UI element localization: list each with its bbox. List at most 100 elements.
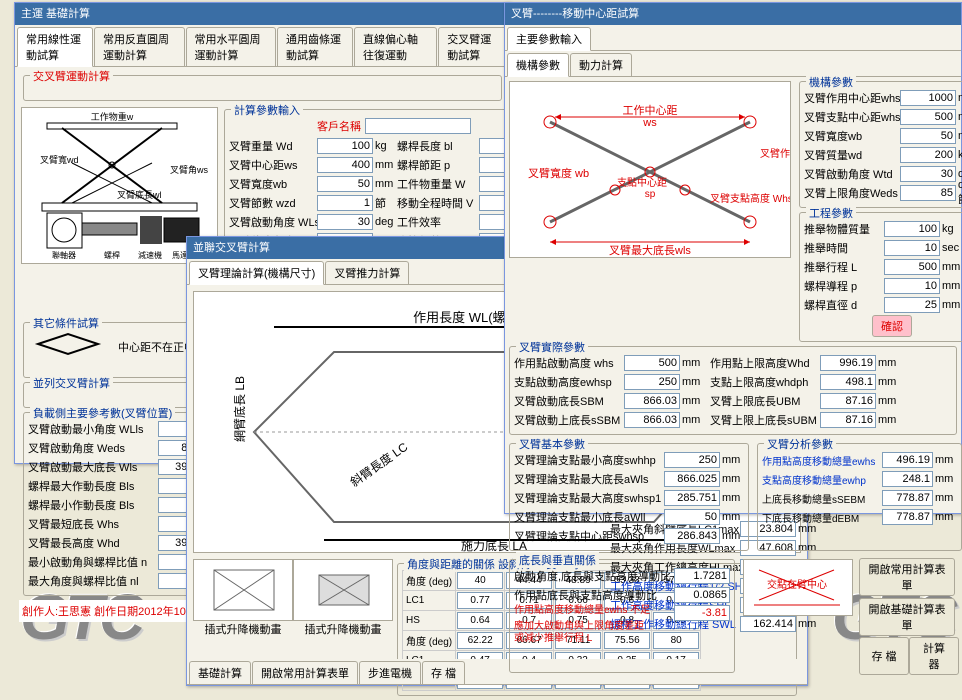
warn-val xyxy=(674,605,730,621)
tab-cross[interactable]: 交叉臂運動試算 xyxy=(438,27,507,66)
param-input[interactable] xyxy=(884,259,940,275)
bg-label: 最大角度與螺桿比值 nl xyxy=(28,573,158,589)
param-input[interactable] xyxy=(900,90,956,106)
unit: sec xyxy=(942,242,962,254)
unit: mm xyxy=(375,178,397,190)
ana-title: 叉臂分析參數 xyxy=(764,436,836,452)
param-input[interactable] xyxy=(317,195,373,211)
cross-mid-diagram: 交點在臂中心 xyxy=(743,559,853,616)
param-label: 叉臂重量 Wd xyxy=(229,138,317,154)
win1-tabs: 常用線性運動試算 常用反直圓周運動計算 常用水平圓周運動計算 通用齒條運動試算 … xyxy=(15,25,510,67)
tab-hcirc[interactable]: 常用水平圓周運動計算 xyxy=(186,27,277,66)
param-title: 計算參數輸入 xyxy=(231,102,303,118)
stab-power[interactable]: 動力計算 xyxy=(570,53,632,76)
svg-text:減速機: 減速機 xyxy=(138,250,162,260)
bg-label: 叉臂啟動最小角度 WLls xyxy=(28,421,158,437)
param-label: 叉臂啟動角度 Wtd xyxy=(804,166,900,182)
param-label: 推舉時間 xyxy=(804,240,884,256)
btab-3[interactable]: 存 檔 xyxy=(422,661,465,684)
param-input[interactable] xyxy=(884,240,940,256)
tab-thrust[interactable]: 叉臂推力計算 xyxy=(325,261,409,284)
svg-text:叉臂最大底長wls: 叉臂最大底長wls xyxy=(609,243,691,257)
btab-1[interactable]: 開啟常用計算表單 xyxy=(252,661,358,684)
param-input[interactable] xyxy=(884,221,940,237)
eng-title: 工程參數 xyxy=(806,205,856,221)
calc-btn[interactable]: 計算器 xyxy=(909,637,959,675)
param-input[interactable] xyxy=(900,109,956,125)
unit: kg xyxy=(958,149,962,161)
btab-2[interactable]: 步進電機 xyxy=(359,661,421,684)
unit: kg xyxy=(375,140,397,152)
unit: deg/節 xyxy=(958,179,962,207)
param-input[interactable] xyxy=(900,147,956,163)
param-input[interactable] xyxy=(317,214,373,230)
param-label: 移動全程時間 V xyxy=(397,195,479,211)
bg-label: 螺桿最小作動長度 Bls xyxy=(28,497,158,513)
tab-linear[interactable]: 常用線性運動試算 xyxy=(17,27,93,67)
param-label: 叉臂啟動角度 WLs xyxy=(229,214,317,230)
btab-0[interactable]: 基礎計算 xyxy=(189,661,251,684)
tbl-cell[interactable] xyxy=(457,632,503,649)
tab-theory[interactable]: 叉臂理論計算(機構尺寸) xyxy=(189,261,324,285)
param-input[interactable] xyxy=(900,185,956,201)
unit: mm xyxy=(942,299,962,311)
tbl-cell[interactable] xyxy=(457,592,503,609)
param-input[interactable] xyxy=(900,128,956,144)
param-label: 螺桿節距 p xyxy=(397,157,479,173)
other-title: 其它條件試算 xyxy=(30,315,102,331)
svg-text:叉臂底長wl: 叉臂底長wl xyxy=(117,189,162,200)
win3-title: 叉臂--------移動中心距試算 xyxy=(505,3,961,25)
unit: mm xyxy=(375,159,397,171)
param-input[interactable] xyxy=(317,157,373,173)
calc-title: 並列交叉臂計算 xyxy=(30,375,113,391)
cust-input[interactable] xyxy=(365,118,471,134)
mech-param-title: 機構參數 xyxy=(806,74,856,90)
param-input[interactable] xyxy=(900,166,956,182)
subtab: 交叉臂運動計算 xyxy=(30,68,113,84)
param-label: 叉臂支點中心距whsp xyxy=(804,109,900,125)
save-btn[interactable]: 存 檔 xyxy=(859,637,909,675)
param-label: 叉臂寬度wb xyxy=(804,128,900,144)
param-label: 螺桿導程 p xyxy=(804,278,884,294)
svg-text:叉臂寬wd: 叉臂寬wd xyxy=(40,154,79,165)
param-label: 叉臂作用中心距whs xyxy=(804,90,900,106)
param-label: 螺桿直徑 d xyxy=(804,297,884,313)
bg-label: 叉臂啟動角度 Weds xyxy=(28,440,158,456)
unit: mm xyxy=(958,130,962,142)
tab-rack[interactable]: 通用齒條運動試算 xyxy=(277,27,353,66)
svg-text:叉臂作用點高度 Whs: 叉臂作用點高度 Whs xyxy=(760,147,790,160)
stab-mech[interactable]: 機構參數 xyxy=(507,53,569,77)
svg-text:支點中心距: 支點中心距 xyxy=(617,176,667,189)
open-base-btn[interactable]: 開啟基礎計算表單 xyxy=(859,598,955,636)
svg-text:sp: sp xyxy=(645,189,656,200)
center-dist-window: 叉臂--------移動中心距試算 主要參數輸入 機構參數動力計算 工作中心距w… xyxy=(504,2,962,514)
param-input[interactable] xyxy=(317,176,373,192)
base-title: 叉臂基本參數 xyxy=(516,436,588,452)
unit: kg xyxy=(942,223,962,235)
bg-label: 螺桿最大作動長度 Bls xyxy=(28,478,158,494)
open-calc-btn[interactable]: 開啟常用計算表單 xyxy=(859,558,955,596)
unit: mm xyxy=(942,280,962,292)
win1-title: 主運 基礎計算 xyxy=(15,3,510,25)
unit: mm xyxy=(958,111,962,123)
tab-ecc[interactable]: 直線偏心軸往復運動 xyxy=(354,27,437,66)
param-label: 推舉行程 L xyxy=(804,259,884,275)
param-label: 叉臂質量wd xyxy=(804,147,900,163)
bg-label: 叉臂啟動最大底長 Wls xyxy=(28,459,158,475)
anim1 xyxy=(193,559,293,621)
cust-label: 客戶名稱 xyxy=(317,118,361,134)
param-label: 工件物重量 W xyxy=(397,176,479,192)
rel-title: 底長與垂直關係 xyxy=(516,552,599,568)
bg-label: 叉臂最短底長 Whs xyxy=(28,516,158,532)
param-input[interactable] xyxy=(884,278,940,294)
param-label: 叉臂中心距ws xyxy=(229,157,317,173)
tab-main[interactable]: 主要參數輸入 xyxy=(507,27,591,51)
param-label: 工件效率 xyxy=(397,214,479,230)
tab-circ[interactable]: 常用反直圓周運動計算 xyxy=(94,27,185,66)
confirm-btn[interactable]: 確認 xyxy=(872,315,912,337)
tbl-cell[interactable] xyxy=(457,612,503,629)
param-input[interactable] xyxy=(317,138,373,154)
param-input[interactable] xyxy=(884,297,940,313)
tbl-cell[interactable] xyxy=(457,572,503,589)
unit: mm xyxy=(958,92,962,104)
